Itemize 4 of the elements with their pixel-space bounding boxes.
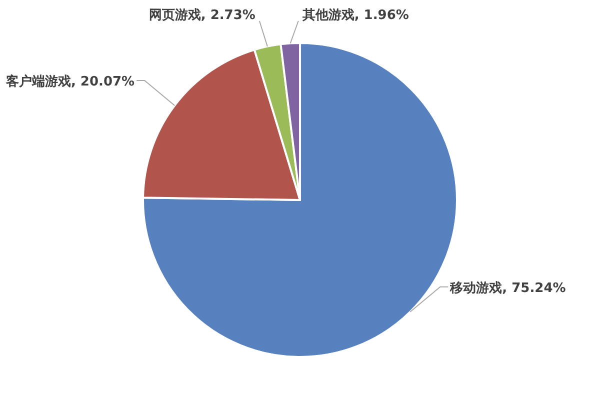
slice-label: 其他游戏, 1.96% — [301, 8, 409, 23]
slice-label: 网页游戏, 2.73% — [148, 8, 256, 23]
slice-label: 客户端游戏, 20.07% — [4, 74, 135, 90]
slice-label: 移动游戏, 75.24% — [449, 280, 566, 296]
